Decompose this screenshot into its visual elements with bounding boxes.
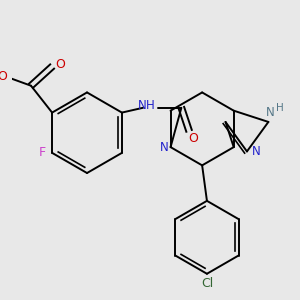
Text: H: H	[276, 103, 284, 113]
Text: Cl: Cl	[201, 277, 213, 290]
Text: N: N	[266, 106, 275, 119]
Text: O: O	[188, 132, 198, 145]
Text: N: N	[252, 145, 261, 158]
Text: F: F	[39, 146, 46, 159]
Text: N: N	[160, 141, 168, 154]
Text: O: O	[0, 70, 7, 83]
Text: O: O	[55, 58, 65, 71]
Text: H: H	[146, 99, 155, 112]
Text: N: N	[138, 99, 146, 112]
